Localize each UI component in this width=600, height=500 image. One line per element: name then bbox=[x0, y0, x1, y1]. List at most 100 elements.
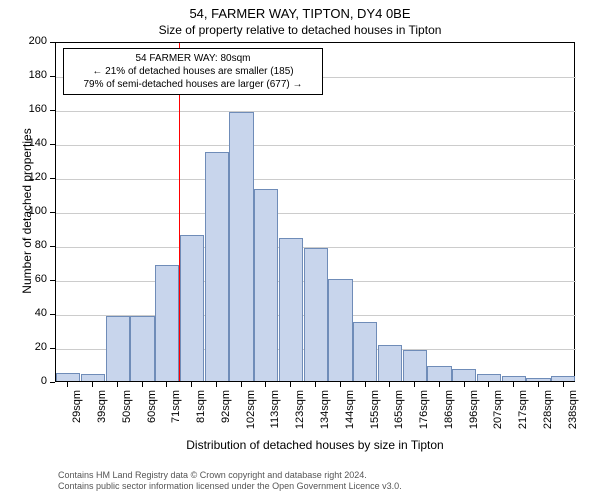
x-tick-label: 134sqm bbox=[319, 390, 331, 440]
histogram-bar bbox=[452, 369, 476, 381]
chart-subtitle: Size of property relative to detached ho… bbox=[0, 21, 600, 37]
grid-line bbox=[56, 213, 576, 214]
y-tick-mark bbox=[50, 246, 55, 247]
histogram-bar bbox=[56, 373, 80, 382]
x-tick-label: 217sqm bbox=[517, 390, 529, 440]
x-tick-label: 165sqm bbox=[393, 390, 405, 440]
x-tick-label: 50sqm bbox=[121, 390, 133, 440]
x-tick-label: 228sqm bbox=[542, 390, 554, 440]
x-tick-mark bbox=[92, 382, 93, 387]
x-tick-label: 29sqm bbox=[71, 390, 83, 440]
x-tick-label: 144sqm bbox=[344, 390, 356, 440]
x-tick-mark bbox=[464, 382, 465, 387]
histogram-bar bbox=[477, 374, 501, 381]
x-axis-label: Distribution of detached houses by size … bbox=[55, 438, 575, 452]
annotation-line-1: 54 FARMER WAY: 80sqm bbox=[70, 52, 316, 65]
x-tick-mark bbox=[67, 382, 68, 387]
histogram-bar bbox=[403, 350, 427, 381]
y-tick-label: 120 bbox=[20, 171, 47, 183]
x-tick-label: 71sqm bbox=[170, 390, 182, 440]
y-tick-label: 140 bbox=[20, 137, 47, 149]
y-tick-mark bbox=[50, 314, 55, 315]
x-tick-label: 207sqm bbox=[492, 390, 504, 440]
y-tick-mark bbox=[50, 76, 55, 77]
y-tick-mark bbox=[50, 42, 55, 43]
y-tick-label: 0 bbox=[20, 375, 47, 387]
histogram-bar bbox=[81, 374, 105, 381]
x-tick-label: 92sqm bbox=[220, 390, 232, 440]
x-tick-mark bbox=[290, 382, 291, 387]
x-tick-mark bbox=[117, 382, 118, 387]
x-tick-mark bbox=[191, 382, 192, 387]
x-tick-mark bbox=[315, 382, 316, 387]
x-tick-mark bbox=[241, 382, 242, 387]
histogram-bar bbox=[502, 376, 526, 381]
y-tick-mark bbox=[50, 178, 55, 179]
x-tick-label: 176sqm bbox=[418, 390, 430, 440]
x-tick-mark bbox=[563, 382, 564, 387]
annotation-line-2: ← 21% of detached houses are smaller (18… bbox=[70, 65, 316, 78]
y-tick-label: 40 bbox=[20, 307, 47, 319]
histogram-bar bbox=[130, 316, 154, 381]
x-tick-label: 123sqm bbox=[294, 390, 306, 440]
x-tick-label: 186sqm bbox=[443, 390, 455, 440]
histogram-bar bbox=[155, 265, 179, 381]
histogram-bar bbox=[353, 322, 377, 382]
y-tick-mark bbox=[50, 382, 55, 383]
x-tick-mark bbox=[513, 382, 514, 387]
histogram-bar bbox=[279, 238, 303, 381]
y-tick-label: 60 bbox=[20, 273, 47, 285]
x-tick-mark bbox=[538, 382, 539, 387]
x-tick-label: 39sqm bbox=[96, 390, 108, 440]
histogram-bar bbox=[526, 378, 550, 381]
y-tick-mark bbox=[50, 348, 55, 349]
x-tick-mark bbox=[340, 382, 341, 387]
chart-title: 54, FARMER WAY, TIPTON, DY4 0BE bbox=[0, 0, 600, 21]
x-tick-label: 81sqm bbox=[195, 390, 207, 440]
x-tick-label: 113sqm bbox=[269, 390, 281, 440]
y-tick-label: 80 bbox=[20, 239, 47, 251]
x-tick-mark bbox=[265, 382, 266, 387]
histogram-bar bbox=[378, 345, 402, 381]
annotation-line-3: 79% of semi-detached houses are larger (… bbox=[70, 78, 316, 91]
footer-line-2: Contains public sector information licen… bbox=[58, 481, 402, 492]
y-tick-label: 200 bbox=[20, 35, 47, 47]
y-tick-label: 100 bbox=[20, 205, 47, 217]
y-tick-mark bbox=[50, 144, 55, 145]
x-tick-label: 238sqm bbox=[567, 390, 579, 440]
histogram-bar bbox=[304, 248, 328, 381]
histogram-bar bbox=[254, 189, 278, 381]
histogram-bar bbox=[551, 376, 575, 381]
x-tick-mark bbox=[439, 382, 440, 387]
x-tick-mark bbox=[389, 382, 390, 387]
annotation-box: 54 FARMER WAY: 80sqm ← 21% of detached h… bbox=[63, 48, 323, 95]
y-tick-label: 20 bbox=[20, 341, 47, 353]
x-tick-mark bbox=[365, 382, 366, 387]
y-tick-label: 180 bbox=[20, 69, 47, 81]
y-tick-mark bbox=[50, 280, 55, 281]
y-tick-mark bbox=[50, 212, 55, 213]
x-tick-mark bbox=[414, 382, 415, 387]
y-tick-mark bbox=[50, 110, 55, 111]
x-tick-mark bbox=[488, 382, 489, 387]
y-tick-label: 160 bbox=[20, 103, 47, 115]
x-tick-label: 60sqm bbox=[146, 390, 158, 440]
footer-text: Contains HM Land Registry data © Crown c… bbox=[58, 470, 402, 492]
histogram-bar bbox=[106, 316, 130, 381]
x-tick-mark bbox=[166, 382, 167, 387]
footer-line-1: Contains HM Land Registry data © Crown c… bbox=[58, 470, 402, 481]
grid-line bbox=[56, 145, 576, 146]
grid-line bbox=[56, 111, 576, 112]
histogram-bar bbox=[328, 279, 352, 381]
x-tick-label: 102sqm bbox=[245, 390, 257, 440]
histogram-bar bbox=[229, 112, 253, 381]
x-tick-mark bbox=[142, 382, 143, 387]
histogram-bar bbox=[427, 366, 451, 381]
chart-container: 54, FARMER WAY, TIPTON, DY4 0BE Size of … bbox=[0, 0, 600, 500]
x-tick-label: 196sqm bbox=[468, 390, 480, 440]
x-tick-label: 155sqm bbox=[369, 390, 381, 440]
histogram-bar bbox=[180, 235, 204, 381]
grid-line bbox=[56, 179, 576, 180]
x-tick-mark bbox=[216, 382, 217, 387]
histogram-bar bbox=[205, 152, 229, 382]
